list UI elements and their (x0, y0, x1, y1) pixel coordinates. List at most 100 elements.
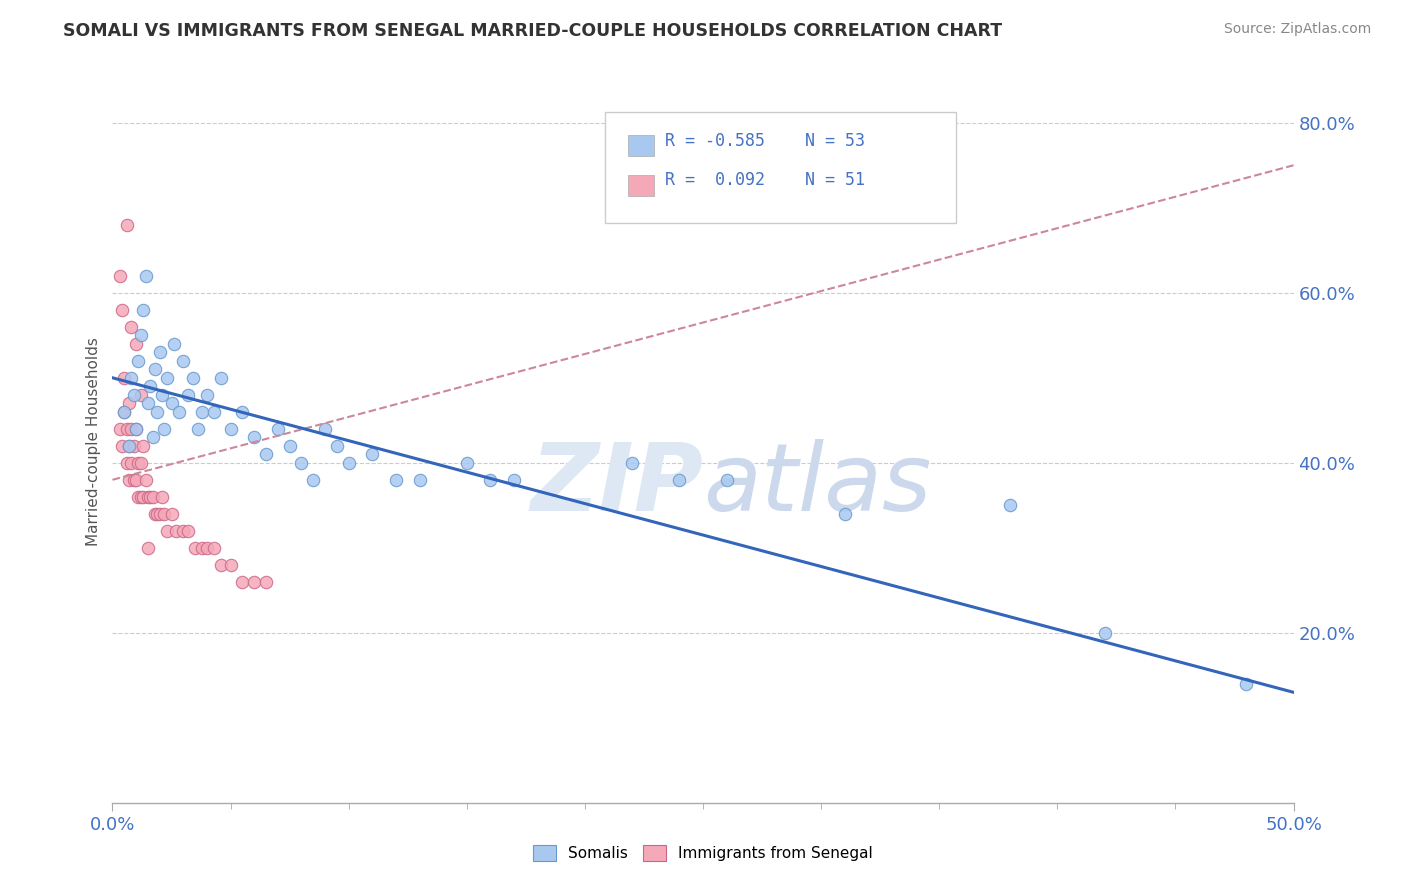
Point (1234, 677, 1257, 691)
Point (142, 430, 165, 444)
Point (118, 439, 141, 453)
Point (254, 447, 277, 461)
Point (125, 422, 148, 436)
Point (361, 447, 384, 461)
Point (243, 574, 266, 589)
Point (191, 541, 214, 555)
Point (254, 574, 277, 589)
Point (125, 336, 148, 351)
Point (132, 302, 155, 317)
Point (150, 388, 173, 402)
Point (127, 456, 149, 470)
Point (167, 405, 190, 419)
Point (160, 396, 183, 410)
Point (314, 422, 336, 436)
Text: SOMALI VS IMMIGRANTS FROM SENEGAL MARRIED-COUPLE HOUSEHOLDS CORRELATION CHART: SOMALI VS IMMIGRANTS FROM SENEGAL MARRIE… (63, 22, 1002, 40)
Text: atlas: atlas (703, 440, 931, 531)
Point (115, 422, 138, 436)
Point (998, 498, 1021, 512)
Point (202, 541, 225, 555)
Point (165, 524, 187, 538)
Point (150, 490, 173, 504)
Point (125, 422, 148, 436)
Point (290, 456, 312, 470)
Point (156, 371, 179, 385)
Point (120, 456, 142, 470)
Point (153, 507, 176, 521)
Point (191, 405, 214, 419)
Point (112, 405, 135, 419)
Point (120, 422, 142, 436)
Point (177, 388, 200, 402)
Point (135, 268, 157, 283)
Point (456, 456, 478, 470)
Point (118, 439, 141, 453)
Point (209, 558, 232, 572)
Point (120, 319, 142, 334)
Point (716, 473, 738, 487)
Point (129, 388, 152, 402)
Point (149, 345, 172, 359)
Point (118, 473, 141, 487)
Point (129, 456, 152, 470)
Point (136, 490, 159, 504)
Point (243, 430, 266, 444)
Point (112, 405, 135, 419)
Point (122, 439, 145, 453)
Point (132, 439, 155, 453)
Point (834, 507, 856, 521)
Point (139, 490, 162, 504)
Point (181, 371, 204, 385)
Point (108, 422, 131, 436)
Point (115, 456, 138, 470)
Point (1094, 625, 1116, 640)
Point (479, 473, 502, 487)
Y-axis label: Married-couple Households: Married-couple Households (86, 337, 101, 546)
Text: R =  0.092    N = 51: R = 0.092 N = 51 (665, 171, 865, 189)
Point (135, 473, 157, 487)
Point (120, 371, 142, 385)
Point (143, 507, 166, 521)
Point (122, 473, 145, 487)
Point (231, 405, 253, 419)
Point (111, 439, 134, 453)
Point (122, 388, 145, 402)
Point (146, 507, 169, 521)
Point (503, 473, 526, 487)
Point (127, 490, 149, 504)
Point (160, 507, 183, 521)
Legend: Somalis, Immigrants from Senegal: Somalis, Immigrants from Senegal (527, 839, 879, 867)
Point (153, 422, 176, 436)
Point (184, 541, 207, 555)
Point (172, 524, 194, 538)
Point (668, 473, 690, 487)
Point (385, 473, 408, 487)
Text: R = -0.585    N = 53: R = -0.585 N = 53 (665, 132, 865, 150)
Point (132, 490, 155, 504)
Point (129, 328, 152, 343)
Point (267, 422, 290, 436)
Point (149, 507, 172, 521)
Point (156, 524, 179, 538)
Point (112, 371, 135, 385)
Point (219, 422, 242, 436)
Point (115, 218, 138, 232)
Point (142, 490, 165, 504)
Point (108, 268, 131, 283)
Point (195, 388, 218, 402)
Point (163, 336, 186, 351)
Point (125, 473, 148, 487)
Point (127, 353, 149, 368)
Point (219, 558, 242, 572)
Point (139, 379, 162, 393)
Point (621, 456, 644, 470)
Point (231, 574, 253, 589)
Point (118, 396, 141, 410)
Point (177, 524, 200, 538)
Text: ZIP: ZIP (530, 439, 703, 531)
Point (143, 362, 166, 376)
Point (136, 396, 159, 410)
Text: Source: ZipAtlas.com: Source: ZipAtlas.com (1223, 22, 1371, 37)
Point (326, 439, 349, 453)
Point (195, 541, 218, 555)
